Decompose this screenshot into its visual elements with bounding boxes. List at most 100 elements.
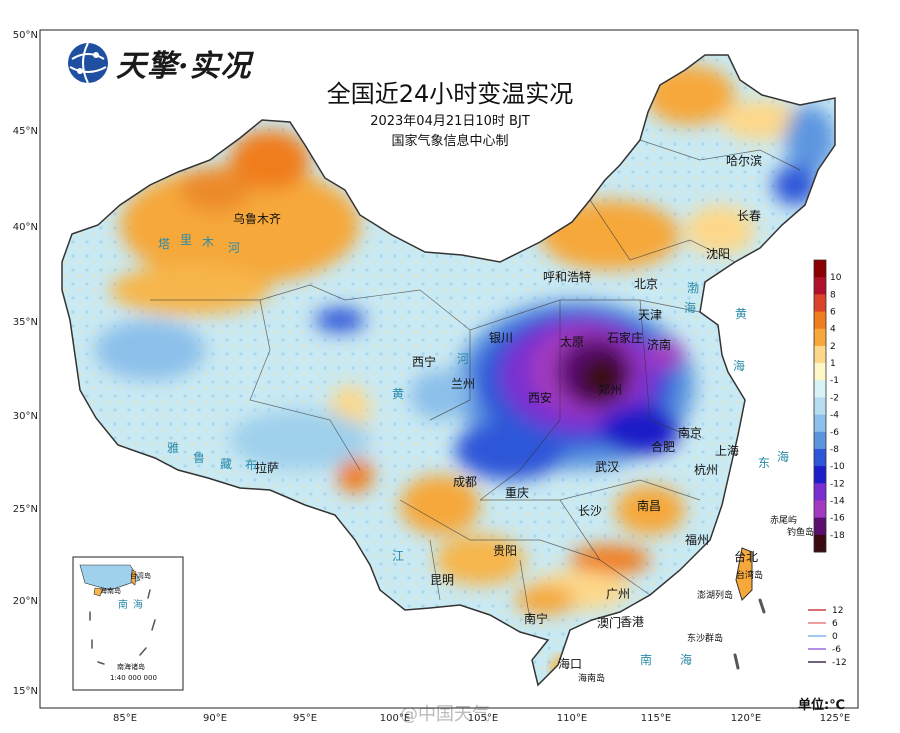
colorbar-swatch — [814, 397, 826, 416]
water-label: 木 — [202, 235, 214, 249]
south-china-sea-inset: 台湾岛 海南岛 南 海 南海诸岛 1:40 000 000 — [72, 556, 184, 691]
island-label: 台湾岛 — [736, 569, 763, 581]
water-label: 河 — [228, 241, 240, 255]
city-label: 福州 — [685, 532, 709, 547]
water-label: 河 — [457, 352, 469, 366]
city-label: 西安 — [528, 390, 552, 405]
water-labels: 塔 里 木 河 雅 鲁 藏 布 渤 海 黄 海 东 海 南 海 江 河 黄 — [158, 233, 789, 667]
colorbar-label: 6 — [830, 308, 836, 318]
china-border — [61, 54, 836, 687]
city-label: 海口 — [558, 656, 582, 671]
colorbar-swatch — [814, 260, 826, 278]
colorbar-swatch — [814, 448, 826, 467]
water-label: 藏 — [220, 457, 232, 471]
water-label: 海 — [777, 449, 789, 464]
watermark: @中国天气 — [400, 704, 490, 725]
lat-label: 30°N — [13, 411, 38, 422]
city-label: 郑州 — [598, 382, 622, 397]
lat-label: 25°N — [13, 504, 38, 515]
island-label: 澎湖列岛 — [697, 589, 733, 601]
brand-name: 天擎·实况 — [116, 49, 252, 84]
lon-label: 115°E — [641, 713, 671, 724]
colorbar-label: -10 — [830, 462, 845, 472]
colorbar-label: -1 — [830, 376, 839, 386]
longitude-labels: 85°E 90°E 95°E 100°E 105°E 110°E 115°E 1… — [113, 713, 850, 724]
water-label: 黄 — [392, 387, 404, 401]
colorbar: 10 8 6 4 2 1 -1 -2 -4 -6 -8 -10 -12 -14 -16 -18 — [813, 259, 845, 553]
lat-label: 50°N — [13, 30, 38, 41]
colorbar-swatch — [814, 277, 826, 295]
city-label: 哈尔滨 — [726, 153, 762, 168]
colorbar-swatch — [814, 311, 826, 330]
inset-label: 海南岛 — [100, 586, 121, 595]
water-label: 海 — [680, 652, 692, 667]
island-label: 钓鱼岛 — [787, 526, 814, 538]
colorbar-border — [813, 259, 827, 553]
province-borders — [150, 139, 801, 621]
city-label: 济南 — [647, 337, 671, 352]
city-label: 贵阳 — [493, 544, 517, 558]
colorbar-label: -16 — [830, 514, 845, 524]
contour-legend-label: 6 — [832, 619, 838, 629]
city-label: 拉萨 — [255, 460, 279, 475]
city-label: 南宁 — [524, 611, 548, 626]
colorbar-label: -2 — [830, 393, 839, 403]
colorbar-label: 10 — [830, 273, 842, 283]
colorbar-swatch — [814, 517, 826, 536]
city-label: 乌鲁木齐 — [233, 211, 281, 226]
colorbar-swatch — [814, 414, 826, 433]
water-label: 布 — [245, 458, 257, 472]
water-label: 黄 — [735, 307, 747, 321]
colorbar-label: 4 — [830, 325, 836, 335]
water-label: 鲁 — [193, 451, 205, 465]
colorbar-label: -14 — [830, 496, 845, 506]
lon-label: 120°E — [731, 713, 761, 724]
tianqing-logo: 天擎·实况 — [66, 41, 251, 85]
city-label: 杭州 — [694, 462, 718, 477]
city-labels: 乌鲁木齐 哈尔滨 长春 沈阳 北京 天津 呼和浩特 银川 太原 石家庄 济南 西… — [233, 153, 762, 671]
contour-legend-label: 12 — [832, 606, 843, 616]
city-label: 长春 — [737, 209, 761, 223]
inset-label: 南 — [118, 598, 128, 611]
colorbar-swatch — [814, 345, 826, 364]
colorbar-swatch — [814, 363, 826, 381]
colorbar-label: -18 — [830, 531, 845, 541]
lon-label: 100°E — [380, 713, 410, 724]
city-label: 天津 — [638, 308, 662, 322]
colorbar-swatch — [814, 431, 826, 450]
water-label: 江 — [392, 549, 404, 563]
city-label: 兰州 — [451, 377, 475, 391]
water-label: 渤 — [687, 281, 699, 295]
contour-legend-label: 0 — [832, 632, 838, 642]
city-label: 南京 — [678, 425, 702, 440]
city-label: 澳门 — [597, 615, 621, 630]
water-label: 里 — [180, 233, 192, 247]
city-label: 台北 — [734, 549, 758, 564]
lat-label: 35°N — [13, 317, 38, 328]
water-label: 雅 — [167, 440, 179, 455]
colorbar-swatch — [814, 466, 826, 484]
map-issuer: 国家气象信息中心制 — [391, 134, 509, 149]
latitude-labels: 50°N 45°N 40°N 35°N 30°N 25°N 20°N 15°N — [13, 30, 38, 697]
city-label: 银川 — [489, 331, 513, 345]
city-label: 石家庄 — [607, 330, 643, 345]
colorbar-label: 8 — [830, 290, 836, 300]
lat-label: 45°N — [13, 126, 38, 137]
map-timestamp: 2023年04月21日10时 BJT — [370, 114, 530, 129]
inset-label: 南海诸岛 — [117, 662, 145, 671]
colorbar-label: -8 — [830, 445, 839, 455]
map-title: 全国近24小时变温实况 — [326, 80, 574, 108]
colorbar-swatch — [814, 483, 826, 501]
city-label: 南昌 — [637, 498, 661, 513]
unit-label: 单位:℃ — [798, 698, 845, 713]
colorbar-label: 2 — [830, 342, 836, 352]
taiwan-island — [735, 547, 753, 601]
city-label: 合肥 — [651, 439, 675, 454]
city-label: 广州 — [606, 587, 630, 601]
city-label: 太原 — [560, 334, 584, 349]
inset-label: 海 — [133, 598, 143, 611]
colorbar-swatch — [814, 328, 826, 347]
island-labels: 赤尾屿 钓鱼岛 澎湖列岛 东沙群岛 海南岛 台湾岛 — [578, 515, 814, 684]
